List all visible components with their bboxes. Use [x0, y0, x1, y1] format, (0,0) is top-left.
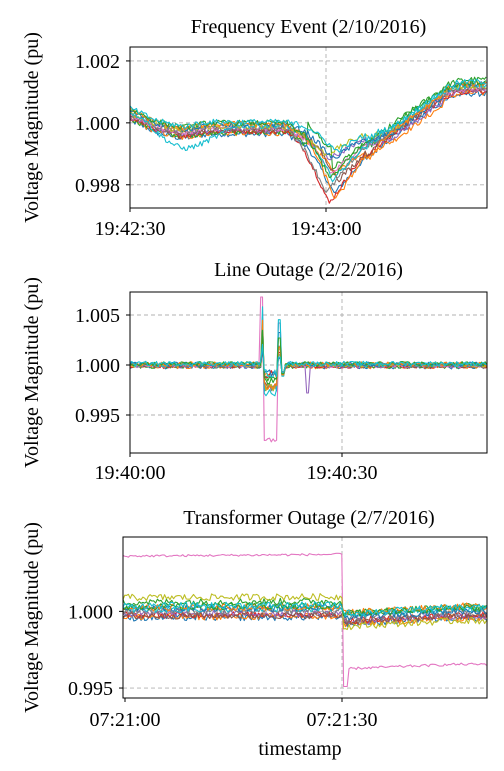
y-tick-label-2: 1.000 — [75, 355, 120, 377]
chart-title: Frequency Event (2/10/2016) — [191, 16, 427, 38]
y-axis-label: Voltage Magnitude (pu) — [21, 277, 43, 468]
series-line-9 — [123, 593, 487, 631]
chart-panel-2: 0.995 1.000 1.005 19:40:00 19:40:30 Line Outa… — [21, 259, 488, 484]
axes-frame — [129, 46, 488, 209]
series-group — [130, 76, 487, 204]
series-line-4 — [130, 89, 487, 204]
x-axis-label: timestamp — [258, 738, 341, 760]
chart-title: Transformer Outage (2/7/2016) — [183, 507, 434, 529]
series-line-2 — [130, 89, 487, 176]
series-line-13 — [130, 329, 487, 385]
series-line-3 — [130, 338, 487, 382]
x-tick-label-1: 19:40:00 — [94, 462, 165, 484]
chart-panel-1: 0.998 1.000 1.002 19:42:30 19:43:00 Frequency… — [21, 16, 488, 240]
chart-panel-3: 0.995 1.000 07:21:00 07:21:30 Transformer Ou… — [21, 507, 488, 760]
y-tick-label-2: 1.000 — [68, 601, 113, 623]
y-tick-label-3: 1.005 — [75, 305, 120, 327]
series-line-14 — [130, 343, 487, 378]
series-line-10 — [130, 306, 487, 397]
series-line-12 — [130, 80, 487, 199]
series-line-8 — [130, 317, 487, 392]
series-group — [130, 296, 487, 443]
series-line-12 — [130, 319, 487, 390]
axes-frame — [122, 536, 488, 699]
x-tick-label-1: 19:42:30 — [94, 218, 165, 240]
y-tick-label-3: 1.002 — [75, 51, 120, 73]
y-axis-label: Voltage Magnitude (pu) — [21, 32, 43, 223]
series-line-5 — [130, 316, 487, 394]
series-line-6 — [130, 323, 487, 389]
series-line-14 — [123, 601, 487, 618]
x-tick-label-2: 19:43:00 — [290, 218, 361, 240]
series-group — [123, 552, 487, 688]
series-line-14 — [130, 78, 487, 153]
y-tick-label-1: 0.995 — [75, 405, 120, 427]
series-line-3 — [123, 597, 487, 616]
y-tick-label-1: 0.998 — [75, 175, 120, 197]
series-line-7 — [123, 552, 487, 688]
series-line-11 — [130, 81, 487, 159]
series-line-7 — [130, 296, 487, 443]
series-line-6 — [123, 611, 487, 626]
series-line-9 — [130, 318, 487, 392]
series-line-1 — [130, 322, 487, 392]
chart-title: Line Outage (2/2/2016) — [214, 259, 403, 281]
y-axis-label: Voltage Magnitude (pu) — [21, 522, 43, 713]
axes-frame — [129, 291, 488, 454]
y-tick-label-2: 1.000 — [75, 113, 120, 135]
x-tick-label-1: 07:21:00 — [89, 709, 160, 731]
y-tick-label-1: 0.995 — [68, 678, 113, 700]
x-tick-label-2: 07:21:30 — [306, 709, 377, 731]
series-line-12 — [123, 602, 487, 616]
series-line-3 — [130, 76, 487, 170]
x-tick-label-2: 19:40:30 — [306, 462, 377, 484]
